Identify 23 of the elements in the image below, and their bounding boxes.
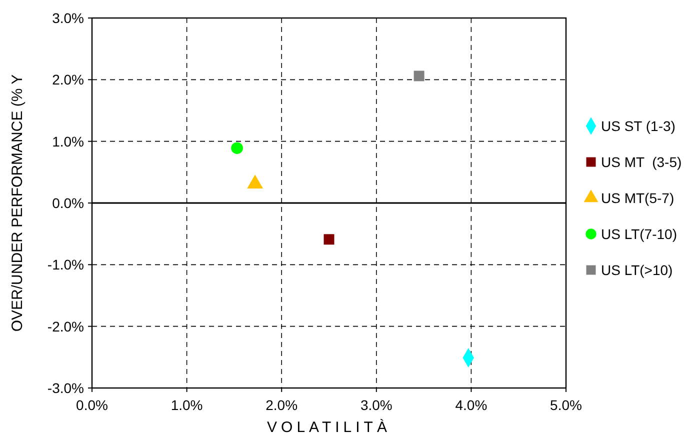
legend-label: US LT(>10) xyxy=(601,262,673,278)
x-tick-label: 3.0% xyxy=(360,397,392,413)
y-tick-label: 2.0% xyxy=(52,72,84,88)
y-axis-title: OVER/UNDER PERFORMANCE (% Y xyxy=(9,74,26,332)
y-tick-label: -1.0% xyxy=(47,256,84,273)
point xyxy=(414,70,424,82)
legend-label: US LT(7-10) xyxy=(601,226,677,242)
x-tick-label: 5.0% xyxy=(550,397,582,413)
x-tick-label: 4.0% xyxy=(455,397,488,413)
y-tick-label: 1.0% xyxy=(52,133,84,150)
point xyxy=(231,142,243,154)
y-tick-label: 3.0% xyxy=(52,10,84,26)
x-tick-label: 0.0% xyxy=(76,397,108,413)
point xyxy=(324,234,334,245)
legend-label: US ST (1-3) xyxy=(601,118,676,134)
y-tick-label: 0.0% xyxy=(52,195,84,211)
y-tick-label: -3.0% xyxy=(47,380,84,396)
x-axis-title: VOLATILITÀ xyxy=(267,418,391,436)
legend-label: US MT (3-5) xyxy=(601,154,682,170)
y-tick-label: -2.0% xyxy=(47,318,84,334)
legend-label: US MT(5-7) xyxy=(601,190,674,206)
x-tick-label: 2.0% xyxy=(266,397,298,413)
x-tick-label: 1.0% xyxy=(170,397,203,413)
